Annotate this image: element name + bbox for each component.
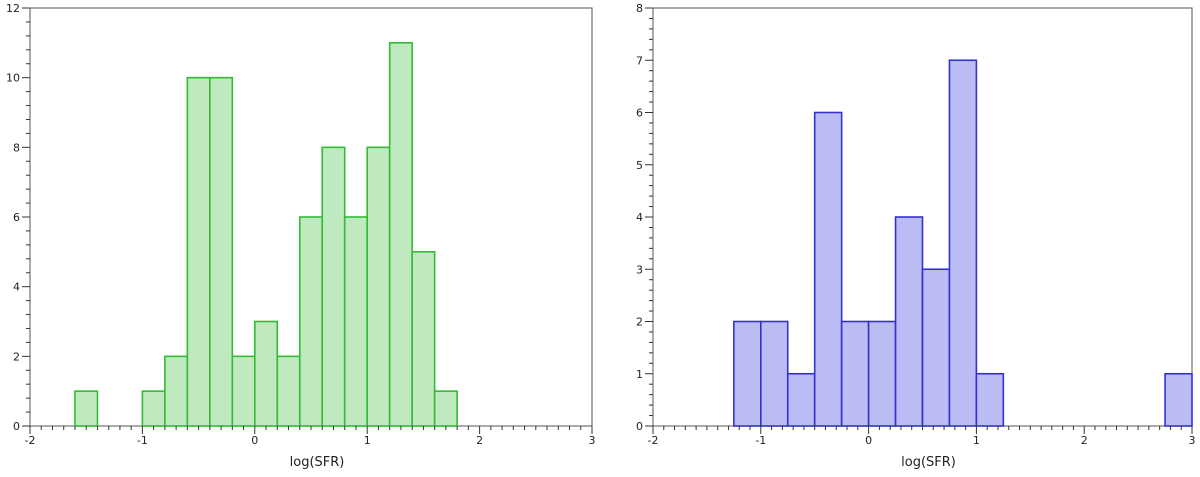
histogram-bar-5 bbox=[209, 76, 234, 427]
histogram-bar-7 bbox=[894, 216, 924, 427]
x-tick-label: -2 bbox=[648, 434, 659, 447]
y-tick-label: 5 bbox=[636, 159, 643, 172]
y-tick-label: 0 bbox=[636, 420, 643, 433]
x-tick-label: 0 bbox=[251, 434, 258, 447]
y-tick-label: 0 bbox=[13, 420, 20, 433]
histogram-bar-10 bbox=[975, 372, 1005, 427]
y-tick-label: 2 bbox=[13, 350, 20, 363]
x-tick-label: 3 bbox=[1189, 434, 1196, 447]
histogram-bar-9 bbox=[298, 216, 324, 427]
x-tick-label: -1 bbox=[137, 434, 148, 447]
y-tick-label: 1 bbox=[636, 368, 643, 381]
y-tick-label: 7 bbox=[636, 54, 643, 67]
histogram-bar-14 bbox=[411, 251, 436, 427]
x-tick-label: 1 bbox=[364, 434, 371, 447]
histogram-bar-2 bbox=[759, 320, 789, 427]
histogram-bar-6 bbox=[867, 320, 897, 427]
chart-panel-2: -2 -1 0 1 2 3 0 1 2 3 4 5 6 7 8 log(SFR) bbox=[636, 2, 1196, 470]
histogram-bar-9 bbox=[948, 59, 978, 427]
histogram-bar-11 bbox=[1164, 372, 1193, 427]
x-tick-label: 2 bbox=[1081, 434, 1088, 447]
histogram-bar-15 bbox=[433, 390, 458, 427]
y-tick-label: 2 bbox=[636, 316, 643, 329]
histogram-bar-12 bbox=[366, 146, 391, 427]
histogram-bar-1 bbox=[733, 320, 762, 427]
x-tick-label: 3 bbox=[589, 434, 596, 447]
histogram-bar-5 bbox=[840, 320, 870, 427]
y-tick-label: 4 bbox=[636, 211, 643, 224]
histogram-bar-3 bbox=[786, 372, 816, 427]
x-axis-label: log(SFR) bbox=[901, 455, 956, 470]
y-tick-label: 8 bbox=[13, 141, 20, 154]
x-tick-label: 1 bbox=[973, 434, 980, 447]
histogram-bar-3 bbox=[164, 355, 189, 427]
histogram-bar-13 bbox=[388, 42, 413, 427]
x-tick-label: 2 bbox=[476, 434, 483, 447]
y-tick-label: 8 bbox=[636, 2, 643, 15]
y-tick-label: 12 bbox=[6, 2, 20, 15]
y-tick-label: 10 bbox=[6, 72, 20, 85]
x-axis-label: log(SFR) bbox=[290, 455, 345, 470]
y-tick-label: 6 bbox=[636, 107, 643, 120]
histogram-bar-10 bbox=[321, 146, 346, 427]
x-tick-label: -1 bbox=[755, 434, 766, 447]
histogram-bar-2 bbox=[141, 390, 166, 427]
histogram-bar-7 bbox=[254, 320, 279, 427]
histogram-bar-6 bbox=[231, 355, 256, 427]
y-tick-label: 3 bbox=[636, 263, 643, 276]
histogram-bar-8 bbox=[921, 268, 951, 427]
x-tick-label: -2 bbox=[25, 434, 36, 447]
histogram-bar-8 bbox=[276, 355, 301, 427]
y-tick-label: 4 bbox=[13, 281, 20, 294]
histogram-bar-4 bbox=[813, 111, 843, 427]
histogram-bar-4 bbox=[186, 76, 211, 427]
histogram-bar-1 bbox=[74, 390, 99, 427]
x-tick-label: 0 bbox=[865, 434, 872, 447]
histogram-bar-11 bbox=[343, 216, 369, 427]
y-tick-label: 6 bbox=[13, 211, 20, 224]
